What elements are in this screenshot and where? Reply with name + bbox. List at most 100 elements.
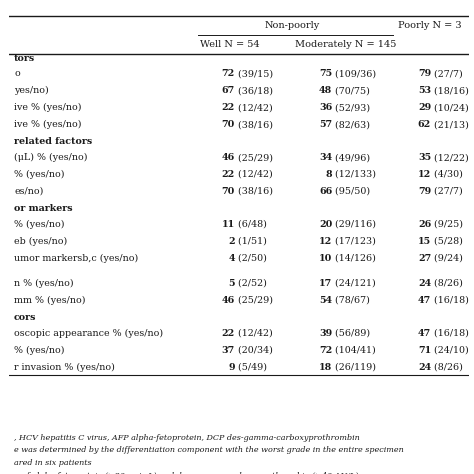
Text: e was determined by the differentiation component with the worst grade in the en: e was determined by the differentiation … xyxy=(14,447,404,455)
Text: 53: 53 xyxy=(418,86,431,95)
Text: 72: 72 xyxy=(319,346,332,355)
Text: mm % (yes/no): mm % (yes/no) xyxy=(14,296,86,305)
Text: 8: 8 xyxy=(326,170,332,179)
Text: 22: 22 xyxy=(221,328,235,337)
Text: (5/28): (5/28) xyxy=(431,237,463,246)
Text: (5/49): (5/49) xyxy=(235,363,267,372)
Text: % (yes/no): % (yes/no) xyxy=(14,346,64,355)
Text: (16/18): (16/18) xyxy=(431,328,469,337)
Text: (8/26): (8/26) xyxy=(431,279,463,288)
Text: (56/89): (56/89) xyxy=(332,328,370,337)
Text: (38/16): (38/16) xyxy=(235,120,273,129)
Text: or markers: or markers xyxy=(14,204,73,213)
Text: 72: 72 xyxy=(221,70,235,79)
Text: tors: tors xyxy=(14,54,36,63)
Text: , HCV hepatitis C virus, AFP alpha-fetoprotein, DCP des-gamma-carboxyprothrombin: , HCV hepatitis C virus, AFP alpha-fetop… xyxy=(14,434,360,442)
Text: 12: 12 xyxy=(319,237,332,246)
Text: 34: 34 xyxy=(319,153,332,162)
Text: (21/13): (21/13) xyxy=(431,120,469,129)
Text: 17: 17 xyxy=(319,279,332,288)
Text: (24/10): (24/10) xyxy=(431,346,469,355)
Text: 75: 75 xyxy=(319,70,332,79)
Text: 12: 12 xyxy=(418,170,431,179)
Text: (2/50): (2/50) xyxy=(235,254,267,263)
Text: umor markersb,c (yes/no): umor markersb,c (yes/no) xyxy=(14,254,138,263)
Text: 79: 79 xyxy=(418,70,431,79)
Text: (12/42): (12/42) xyxy=(235,170,273,179)
Text: (25/29): (25/29) xyxy=(235,153,273,162)
Text: 27: 27 xyxy=(418,254,431,263)
Text: es/no): es/no) xyxy=(14,187,44,196)
Text: ared in six patients: ared in six patients xyxy=(14,459,91,467)
Text: related factors: related factors xyxy=(14,137,92,146)
Text: 11: 11 xyxy=(221,220,235,229)
Text: (1/51): (1/51) xyxy=(235,237,267,246)
Text: 37: 37 xyxy=(221,346,235,355)
Text: Moderately N = 145: Moderately N = 145 xyxy=(294,40,396,49)
Text: yes/no): yes/no) xyxy=(14,86,49,95)
Text: (12/42): (12/42) xyxy=(235,328,273,337)
Text: 54: 54 xyxy=(319,296,332,305)
Text: 70: 70 xyxy=(221,187,235,196)
Text: 62: 62 xyxy=(418,120,431,129)
Text: 57: 57 xyxy=(319,120,332,129)
Text: (16/18): (16/18) xyxy=(431,296,469,305)
Text: (78/67): (78/67) xyxy=(332,296,370,305)
Text: 4: 4 xyxy=(228,254,235,263)
Text: (17/123): (17/123) xyxy=(332,237,376,246)
Text: (52/93): (52/93) xyxy=(332,103,370,112)
Text: 66: 66 xyxy=(319,187,332,196)
Text: 22: 22 xyxy=(221,103,235,112)
Text: 10: 10 xyxy=(319,254,332,263)
Text: (36/18): (36/18) xyxy=(235,86,273,95)
Text: (9/24): (9/24) xyxy=(431,254,463,263)
Text: (20/34): (20/34) xyxy=(235,346,273,355)
Text: 20: 20 xyxy=(319,220,332,229)
Text: (μL) % (yes/no): (μL) % (yes/no) xyxy=(14,153,88,162)
Text: 39: 39 xyxy=(319,328,332,337)
Text: (6/48): (6/48) xyxy=(235,220,267,229)
Text: (39/15): (39/15) xyxy=(235,70,273,79)
Text: (10/24): (10/24) xyxy=(431,103,469,112)
Text: 67: 67 xyxy=(221,86,235,95)
Text: Poorly N = 3: Poorly N = 3 xyxy=(398,21,462,30)
Text: n % (yes/no): n % (yes/no) xyxy=(14,279,73,288)
Text: 15: 15 xyxy=(418,237,431,246)
Text: 47: 47 xyxy=(418,328,431,337)
Text: 24: 24 xyxy=(418,363,431,372)
Text: n of alpha-fetoprotein (>20 ng/mL) and des-gamma-carboxyprothrombin (>40 AU/L): n of alpha-fetoprotein (>20 ng/mL) and d… xyxy=(14,472,358,474)
Text: 24: 24 xyxy=(418,279,431,288)
Text: (9/25): (9/25) xyxy=(431,220,463,229)
Text: (12/133): (12/133) xyxy=(332,170,376,179)
Text: (27/7): (27/7) xyxy=(431,187,463,196)
Text: cors: cors xyxy=(14,313,36,322)
Text: ive % (yes/no): ive % (yes/no) xyxy=(14,103,82,112)
Text: (18/16): (18/16) xyxy=(431,86,469,95)
Text: (95/50): (95/50) xyxy=(332,187,370,196)
Text: (4/30): (4/30) xyxy=(431,170,463,179)
Text: 70: 70 xyxy=(221,120,235,129)
Text: eb (yes/no): eb (yes/no) xyxy=(14,237,67,246)
Text: 18: 18 xyxy=(319,363,332,372)
Text: r invasion % (yes/no): r invasion % (yes/no) xyxy=(14,363,115,372)
Text: 48: 48 xyxy=(319,86,332,95)
Text: Non-poorly: Non-poorly xyxy=(264,21,320,30)
Text: 26: 26 xyxy=(418,220,431,229)
Text: o: o xyxy=(14,70,20,79)
Text: (49/96): (49/96) xyxy=(332,153,370,162)
Text: (8/26): (8/26) xyxy=(431,363,463,372)
Text: (70/75): (70/75) xyxy=(332,86,370,95)
Text: 9: 9 xyxy=(228,363,235,372)
Text: (12/22): (12/22) xyxy=(431,153,469,162)
Text: 2: 2 xyxy=(228,237,235,246)
Text: (12/42): (12/42) xyxy=(235,103,273,112)
Text: (26/119): (26/119) xyxy=(332,363,376,372)
Text: 5: 5 xyxy=(228,279,235,288)
Text: 46: 46 xyxy=(221,296,235,305)
Text: (38/16): (38/16) xyxy=(235,187,273,196)
Text: (82/63): (82/63) xyxy=(332,120,370,129)
Text: (27/7): (27/7) xyxy=(431,70,463,79)
Text: % (yes/no): % (yes/no) xyxy=(14,219,64,229)
Text: 29: 29 xyxy=(418,103,431,112)
Text: (109/36): (109/36) xyxy=(332,70,376,79)
